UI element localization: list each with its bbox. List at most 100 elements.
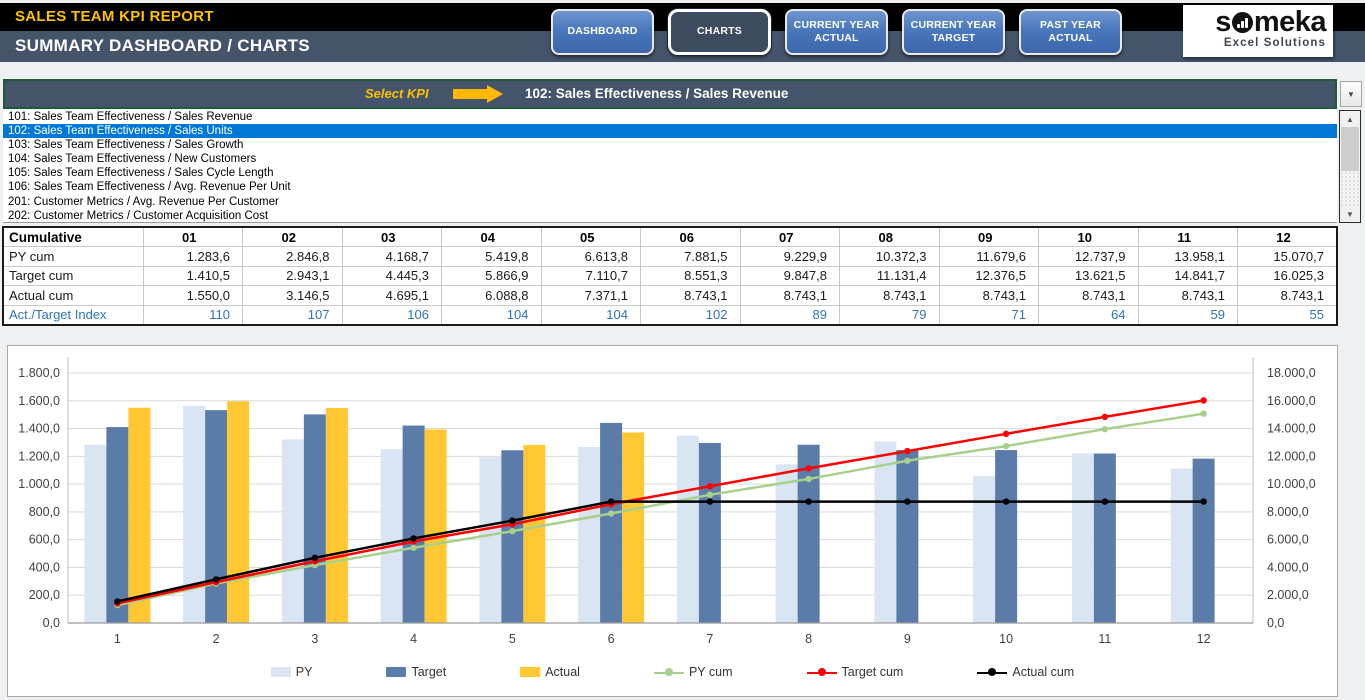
kpi-list-item[interactable]: 202: Customer Metrics / Customer Acquisi… [3,209,1337,223]
table-cell: 13.621,5 [1039,266,1139,286]
someka-logo: smeka Excel Solutions [1183,5,1333,57]
table-cell: 16.025,3 [1238,266,1338,286]
table-column-header: 11 [1138,227,1238,247]
table-cell: 64 [1039,305,1139,325]
table-column-header: 09 [939,227,1039,247]
legend-label: PY cum [689,665,733,679]
kpi-selected-value: 102: Sales Effectiveness / Sales Revenue [525,86,788,101]
table-cell: 2.846,8 [243,247,343,267]
kpi-list-item[interactable]: 101: Sales Team Effectiveness / Sales Re… [3,110,1337,124]
scrollbar-thumb[interactable] [1341,127,1359,171]
table-cell: 8.743,1 [1039,286,1139,306]
nav-button-group: DASHBOARD CHARTS CURRENT YEAR ACTUAL CURREN… [551,9,1122,55]
nav-button-charts[interactable]: CHARTS [668,9,771,55]
svg-text:1.200,0: 1.200,0 [18,449,60,463]
legend-swatch-icon [386,667,406,677]
table-cell: 8.743,1 [1238,286,1338,306]
table-cell: 8.743,1 [740,286,840,306]
svg-text:800,0: 800,0 [29,505,60,519]
table-cell: 2.943,1 [243,266,343,286]
svg-text:4.000,0: 4.000,0 [1267,560,1309,574]
nav-button-dashboard[interactable]: DASHBOARD [551,9,654,55]
legend-line-icon [654,668,684,677]
nav-button-past-year-actual[interactable]: PAST YEAR ACTUAL [1019,9,1122,55]
svg-text:2.000,0: 2.000,0 [1267,588,1309,602]
table-cell: 4.168,7 [342,247,442,267]
legend-line-icon [977,668,1007,677]
page-title: SUMMARY DASHBOARD / CHARTS [15,36,310,56]
kpi-list-item[interactable]: 102: Sales Team Effectiveness / Sales Un… [3,124,1337,138]
table-column-header: 08 [840,227,940,247]
kpi-list: 101: Sales Team Effectiveness / Sales Re… [3,110,1337,223]
scroll-up-button[interactable]: ▲ [1340,111,1360,127]
table-row: Target cum1.410,52.943,14.445,35.866,97.… [3,266,1337,286]
svg-text:8: 8 [805,632,812,646]
table-cell: 13.958,1 [1138,247,1238,267]
table-cell: 107 [243,305,343,325]
select-kpi-label: Select KPI [365,86,429,101]
kpi-list-item[interactable]: 103: Sales Team Effectiveness / Sales Gr… [3,138,1337,152]
table-cell: 55 [1238,305,1338,325]
legend-item-py: PY [271,665,313,679]
nav-button-current-year-actual[interactable]: CURRENT YEAR ACTUAL [785,9,888,55]
svg-text:6.000,0: 6.000,0 [1267,533,1309,547]
svg-text:10: 10 [999,632,1013,646]
table-row: PY cum1.283,62.846,84.168,75.419,86.613,… [3,247,1337,267]
kpi-list-item[interactable]: 105: Sales Team Effectiveness / Sales Cy… [3,166,1337,180]
kpi-list-scrollbar[interactable]: ▲ ▼ [1339,110,1361,223]
scrollbar-track[interactable] [1340,127,1360,206]
table-cell: 7.110,7 [541,266,641,286]
kpi-list-item[interactable]: 201: Customer Metrics / Avg. Revenue Per… [3,195,1337,209]
table-row-label: Actual cum [3,286,143,306]
table-cell: 89 [740,305,840,325]
legend-label: Target cum [842,665,904,679]
table-column-header: 05 [541,227,641,247]
table-cell: 12.737,9 [1039,247,1139,267]
sales-kpi-report-page: SALES TEAM KPI REPORT SUMMARY DASHBOARD … [0,0,1365,700]
kpi-list-item[interactable]: 104: Sales Team Effectiveness / New Cust… [3,152,1337,166]
nav-button-current-year-target[interactable]: CURRENT YEAR TARGET [902,9,1005,55]
chart-legend: PY Target Actual PY cum Target cum Actual cum [8,665,1337,679]
svg-text:5: 5 [509,632,516,646]
table-cell: 5.866,9 [442,266,542,286]
svg-text:8.000,0: 8.000,0 [1267,505,1309,519]
legend-swatch-icon [520,667,540,677]
svg-text:400,0: 400,0 [29,560,60,574]
table-row-label: Target cum [3,266,143,286]
legend-label: PY [296,665,313,679]
table-cell: 10.372,3 [840,247,940,267]
table-column-header: 04 [442,227,542,247]
svg-text:2: 2 [213,632,220,646]
legend-label: Actual [545,665,580,679]
table-cell: 110 [143,305,243,325]
legend-label: Actual cum [1012,665,1074,679]
svg-text:14.000,0: 14.000,0 [1267,422,1316,436]
table-cell: 8.743,1 [840,286,940,306]
table-cell: 7.371,1 [541,286,641,306]
kpi-dropdown-button[interactable]: ▼ [1340,81,1362,107]
table-column-header: 07 [740,227,840,247]
svg-text:1.000,0: 1.000,0 [18,477,60,491]
table-cell: 71 [939,305,1039,325]
legend-item-actual-cum: Actual cum [977,665,1074,679]
table-column-header: 12 [1238,227,1338,247]
table-cell: 6.088,8 [442,286,542,306]
scroll-up-icon: ▲ [1346,115,1354,124]
table-cell: 4.445,3 [342,266,442,286]
svg-text:7: 7 [706,632,713,646]
table-cell: 6.613,8 [541,247,641,267]
svg-text:1.400,0: 1.400,0 [18,422,60,436]
table-column-header: 01 [143,227,243,247]
svg-text:6: 6 [608,632,615,646]
svg-text:18.000,0: 18.000,0 [1267,366,1316,380]
logo-tagline: Excel Solutions [1224,37,1326,50]
chart-plot-area: 0,00,0200,02.000,0400,04.000,0600,06.000… [8,351,1337,659]
kpi-list-item[interactable]: 106: Sales Team Effectiveness / Avg. Rev… [3,180,1337,194]
scroll-down-button[interactable]: ▼ [1340,206,1360,222]
table-column-header: 02 [243,227,343,247]
table-cell: 11.131,4 [840,266,940,286]
bars-target [106,410,1214,623]
legend-item-target: Target [386,665,446,679]
table-cell: 3.146,5 [243,286,343,306]
table-row: Act./Target Index11010710610410410289797… [3,305,1337,325]
